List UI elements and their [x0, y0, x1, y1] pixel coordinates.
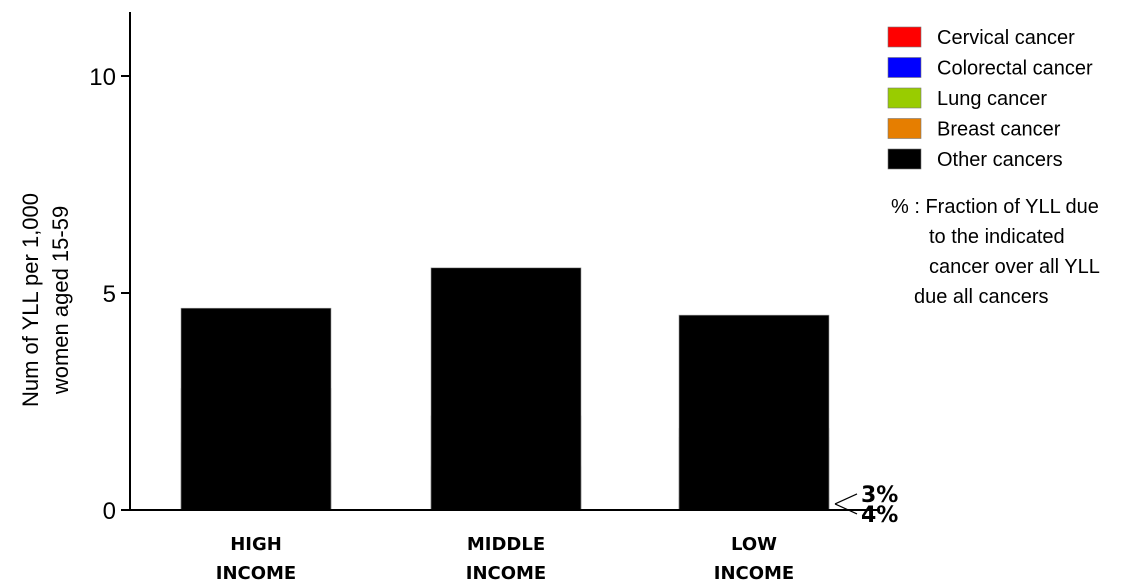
legend-label: Cervical cancer: [937, 27, 1075, 49]
note-line: % : Fraction of YLL due: [891, 196, 1099, 218]
category-label: MIDDLE INCOME: [466, 534, 546, 584]
legend-swatch: [887, 57, 922, 78]
data-label-outside: 4%: [861, 503, 898, 528]
legend-label: Other cancers: [937, 149, 1063, 171]
note-line: cancer over all YLL: [929, 256, 1100, 278]
legend-note: % : Fraction of YLL due to the indicated c…: [891, 196, 1100, 308]
legend: Cervical cancer Colorectal cancer Lung can…: [887, 26, 1093, 171]
legend-swatch: [887, 87, 922, 109]
y-tick-label: 10: [89, 64, 116, 91]
legend-label: Breast cancer: [937, 119, 1061, 141]
y-tick-label: 5: [103, 281, 116, 308]
category-label: LOW INCOME: [714, 534, 794, 584]
y-axis-label: Num of YLL per 1,000 women aged 15-59: [18, 193, 73, 407]
axes: HIGH INCOME MIDDLE INCOME LOW INCOME 0 5 10 Num o…: [18, 12, 880, 584]
leader-line: [834, 503, 858, 515]
legend-label: Colorectal cancer: [937, 58, 1093, 80]
legend-swatch: [887, 148, 922, 170]
legend-label: Lung cancer: [937, 88, 1047, 110]
note-line: due all cancers: [914, 286, 1049, 308]
leader-line: [834, 493, 858, 505]
y-tick-label: 0: [103, 498, 116, 525]
bar-segment-other-cancers-1: [430, 267, 582, 511]
note-line: to the indicated: [929, 226, 1065, 248]
plot-area: 5%9%15%27%10%7%10%21%22%4%3%19%: [180, 267, 898, 528]
bar-segment-other-cancers-0: [180, 307, 332, 511]
legend-swatch: [887, 118, 922, 139]
bar-segment-other-cancers-2: [678, 314, 830, 511]
data-label-outside: 3%: [861, 483, 898, 508]
category-label: HIGH INCOME: [216, 534, 296, 584]
legend-swatch: [887, 26, 922, 48]
